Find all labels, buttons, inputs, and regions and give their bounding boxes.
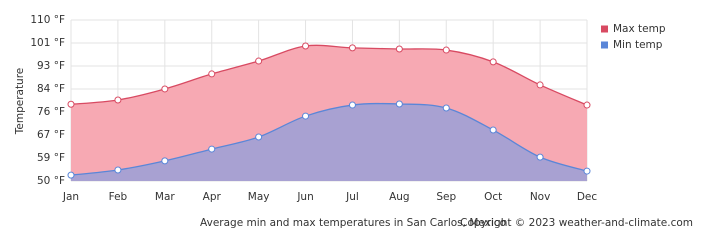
point <box>442 46 450 54</box>
point <box>302 112 310 120</box>
copyright: Copyright © 2023 weather-and-climate.com <box>460 217 693 229</box>
line <box>70 44 588 106</box>
point <box>67 171 75 179</box>
point <box>348 44 356 52</box>
x-tick-label: Oct <box>484 191 502 203</box>
point <box>114 166 122 174</box>
y-tick-label: 84 °F <box>37 83 65 95</box>
legend-label: Max temp <box>613 23 666 35</box>
x-tick-label: Jan <box>62 191 79 203</box>
x-tick-label: Jul <box>345 191 359 203</box>
x-tick-label: Mar <box>155 191 175 203</box>
x-tick-label: Nov <box>530 191 551 203</box>
point <box>302 42 310 50</box>
caption: Average min and max temperatures in San … <box>200 217 506 229</box>
x-tick-label: Aug <box>389 191 410 203</box>
point <box>395 100 403 108</box>
point <box>536 153 544 161</box>
y-tick-label: 59 °F <box>37 152 65 164</box>
y-tick-label: 110 °F <box>30 14 65 26</box>
y-tick-label: 67 °F <box>37 129 65 141</box>
point <box>583 167 591 175</box>
legend-swatch <box>601 25 608 33</box>
area <box>71 103 587 181</box>
x-tick-label: Apr <box>203 191 222 203</box>
x-tick-label: May <box>248 191 270 203</box>
x-tick-label: Dec <box>577 191 598 203</box>
point <box>536 81 544 89</box>
point <box>67 100 75 108</box>
point <box>489 58 497 66</box>
point <box>255 57 263 65</box>
point <box>208 70 216 78</box>
point <box>348 101 356 109</box>
point <box>161 85 169 93</box>
point <box>255 133 263 141</box>
y-tick-label: 50 °F <box>37 175 65 187</box>
legend-label: Min temp <box>613 39 663 51</box>
y-tick-label: 101 °F <box>30 37 65 49</box>
legend-swatch <box>601 41 608 49</box>
point <box>395 45 403 53</box>
point <box>489 126 497 134</box>
point <box>114 96 122 104</box>
x-tick-label: Jun <box>296 191 313 203</box>
point <box>442 104 450 112</box>
y-tick-label: 93 °F <box>37 60 65 72</box>
point <box>208 145 216 153</box>
point <box>583 101 591 109</box>
y-tick-label: 76 °F <box>37 106 65 118</box>
chart: Temperature Average min and max temperat… <box>14 14 693 229</box>
y-axis-title: Temperature <box>14 68 26 136</box>
point <box>161 157 169 165</box>
line <box>70 102 588 176</box>
x-tick-label: Feb <box>109 191 128 203</box>
x-tick-label: Sep <box>436 191 456 203</box>
